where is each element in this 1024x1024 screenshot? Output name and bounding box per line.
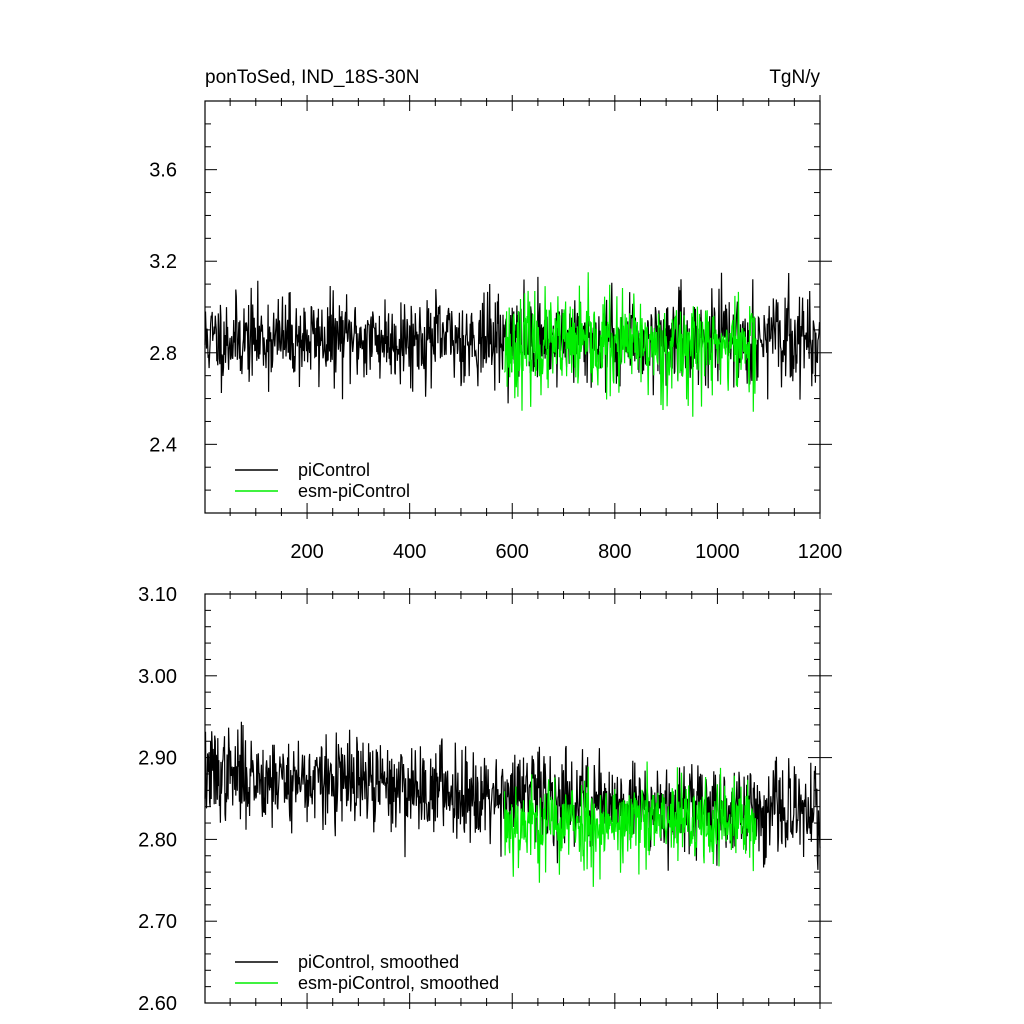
series-line-bottom-1 [503,761,757,887]
top-panel: 200 400 600 800 1000 1200 2.4 2.8 3.2 3.6 ponToSed… [149,67,842,563]
x-tick-label: 1000 [695,541,740,563]
y-tick-label: 2.70 [138,911,177,933]
x-tick-label: 400 [393,541,426,563]
legend-label: esm-piControl, smoothed [298,973,499,993]
legend-label: piControl [298,460,370,480]
y-tick-label: 2.80 [138,829,177,851]
y-tick-label: 3.00 [138,666,177,688]
y-tick-label: 2.60 [138,993,177,1015]
x-tick-label: 600 [496,541,529,563]
y-tick-label: 3.10 [138,584,177,606]
y-tick-label: 3.2 [149,251,177,273]
series-line-top-1 [503,272,757,417]
legend-label: esm-piControl [298,481,410,501]
plot-frame [204,100,821,514]
chart-title: ponToSed, IND_18S-30N [205,67,419,88]
x-tick-label: 800 [598,541,631,563]
y-tick-label: 3.6 [149,160,177,182]
x-tick-label: 200 [290,541,323,563]
series-line-bottom-0 [204,721,821,871]
x-tick-label: 1200 [798,541,843,563]
y-tick-label: 2.8 [149,343,177,365]
units-label: TgN/y [769,67,820,88]
legend-label: piControl, smoothed [298,952,459,972]
y-tick-label: 2.90 [138,748,177,770]
bottom-panel: 2.60 2.70 2.80 2.90 3.00 3.10 piControl, smoot… [138,584,832,1015]
y-tick-label: 2.4 [149,434,177,456]
